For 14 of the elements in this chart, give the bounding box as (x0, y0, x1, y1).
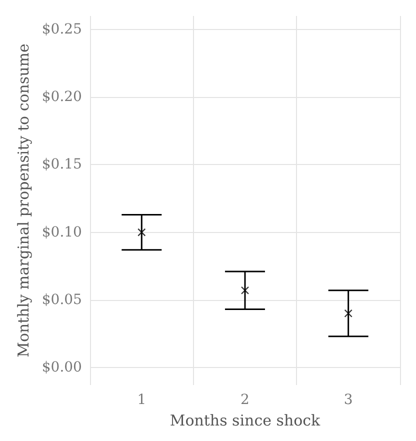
y-tick-label: $0.10 (42, 224, 82, 240)
point (138, 228, 146, 236)
x-tick-label: 1 (137, 392, 146, 408)
y-tick-label: $0.05 (42, 292, 82, 308)
x-axis-title: Months since shock (170, 412, 322, 430)
y-tick-label: $0.00 (42, 359, 82, 376)
y-tick-label: $0.25 (42, 22, 82, 38)
y-axis-title: Monthly marginal propensity to consume (14, 44, 32, 358)
y-tick-label: $0.20 (42, 89, 82, 106)
x-tick-label: 3 (344, 392, 353, 408)
y-tick-label: $0.15 (42, 156, 82, 173)
point (344, 309, 352, 318)
point (240, 286, 250, 294)
x-tick-label: 2 (240, 392, 250, 408)
